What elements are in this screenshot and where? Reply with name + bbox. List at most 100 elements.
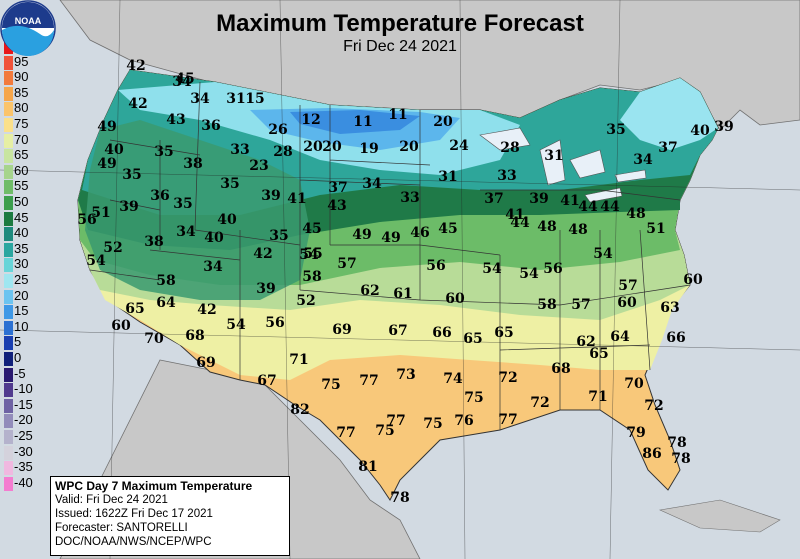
temperature-value: 43 [327, 198, 346, 214]
temperature-value: 39 [261, 188, 280, 204]
temperature-value: 65 [125, 301, 144, 317]
temperature-value: 44 [600, 199, 620, 215]
temperature-value: 45 [438, 221, 457, 237]
legend-swatch [4, 352, 13, 366]
temperature-value: 41 [287, 191, 306, 207]
product-info-box: WPC Day 7 Maximum Temperature Valid: Fri… [50, 476, 290, 556]
legend-swatch [4, 414, 13, 429]
temperature-value: 75 [375, 423, 394, 439]
temperature-value: 66 [432, 325, 451, 341]
legend-swatch [4, 102, 13, 117]
temperature-value: 62 [360, 283, 379, 299]
temperature-value: 60 [683, 272, 703, 288]
temperature-value: 44 [510, 215, 530, 231]
temperature-value: 28 [273, 144, 292, 160]
temperature-value: 75 [321, 377, 340, 393]
temperature-value: 75 [423, 416, 442, 432]
temperature-value: 24 [449, 138, 469, 154]
legend-swatch [4, 133, 13, 148]
legend-label: -10 [14, 381, 33, 397]
legend-label: 30 [14, 256, 29, 272]
legend-label: 55 [14, 178, 29, 194]
temperature-value: 86 [642, 446, 661, 462]
legend-label: 0 [14, 350, 22, 365]
temperature-value: 45 [175, 71, 194, 87]
temperature-value: 64 [610, 329, 630, 345]
legend-label: 10 [14, 318, 29, 334]
legend-swatch [4, 149, 13, 164]
legend-label: -5 [14, 365, 26, 381]
temperature-value: 37 [484, 191, 503, 207]
legend-swatch [4, 305, 13, 320]
color-legend: 1009590858075706560555045403530252015105… [0, 30, 44, 535]
temperature-value: 38 [183, 156, 202, 172]
temperature-value: 43 [166, 112, 185, 128]
temperature-value: 56 [426, 258, 445, 274]
temperature-value: 34 [362, 176, 382, 192]
legend-swatch [4, 71, 13, 86]
legend-label: 35 [14, 240, 29, 256]
temperature-value: 34 [176, 224, 196, 240]
info-forecaster: Forecaster: SANTORELLI [55, 522, 188, 534]
legend-label: 5 [14, 334, 22, 350]
temperature-value: 35 [269, 228, 288, 244]
map-title: Maximum Temperature Forecast [216, 10, 584, 37]
temperature-value: 51 [91, 205, 110, 221]
legend-label: -20 [14, 412, 33, 428]
temperature-value: 72 [530, 395, 549, 411]
temperature-value: 48 [537, 219, 556, 235]
temperature-value: 78 [390, 490, 409, 506]
temperature-value: 35 [220, 176, 239, 192]
temperature-value: 41 [505, 207, 524, 223]
temperature-value: 54 [226, 317, 246, 333]
legend-label: 50 [14, 194, 29, 209]
legend-swatch [4, 118, 13, 132]
temperature-value: 60 [617, 295, 637, 311]
legend-swatch [4, 164, 13, 179]
temperature-value: 65 [494, 325, 513, 341]
temperature-value: 71 [588, 389, 607, 405]
temperature-value: 33 [230, 142, 249, 158]
legend-label: 25 [14, 272, 29, 287]
temperature-value: 35 [606, 122, 625, 138]
temperature-value: 82 [290, 402, 309, 418]
temperature-value: 31 [438, 169, 457, 185]
temperature-value: 67 [388, 323, 407, 339]
temperature-value: 39 [714, 119, 733, 135]
temperature-value: 70 [624, 376, 644, 392]
legend-label: 40 [14, 225, 29, 241]
temperature-value: 78 [667, 435, 686, 451]
legend-label: 20 [14, 287, 29, 303]
temperature-value: 52 [103, 240, 122, 256]
temperature-value: 34 [190, 91, 210, 107]
temperature-value: 44 [578, 199, 598, 215]
temperature-value: 77 [336, 425, 355, 441]
temperature-value: 68 [185, 328, 204, 344]
legend-swatch [4, 398, 13, 413]
temperature-value: 37 [328, 180, 347, 196]
temperature-value: 77 [359, 373, 378, 389]
temperature-value: 64 [156, 295, 176, 311]
legend-swatch [4, 227, 13, 242]
legend-swatch [4, 320, 13, 335]
temperature-value: 20 [433, 114, 453, 130]
temperature-value: 60 [111, 318, 131, 334]
temperature-value: 72 [644, 398, 663, 414]
temperature-value: 78 [671, 451, 690, 467]
temperature-value: 40 [204, 230, 224, 246]
legend-swatch [4, 476, 13, 491]
temperature-value: 55 [303, 246, 322, 262]
map-subtitle: Fri Dec 24 2021 [343, 38, 457, 55]
temperature-value: 54 [519, 266, 539, 282]
temperature-value: 49 [381, 230, 400, 246]
temperature-value: 77 [498, 412, 517, 428]
temperature-value: 62 [576, 334, 595, 350]
legend-swatch [4, 86, 13, 101]
legend-label: -15 [14, 396, 33, 412]
temperature-value: 20 [322, 139, 342, 155]
temperature-value: 45 [302, 221, 321, 237]
legend-label: 70 [14, 131, 29, 147]
temperature-value: 40 [690, 123, 710, 139]
legend-label: 45 [14, 209, 29, 225]
temperature-value: 39 [529, 191, 548, 207]
